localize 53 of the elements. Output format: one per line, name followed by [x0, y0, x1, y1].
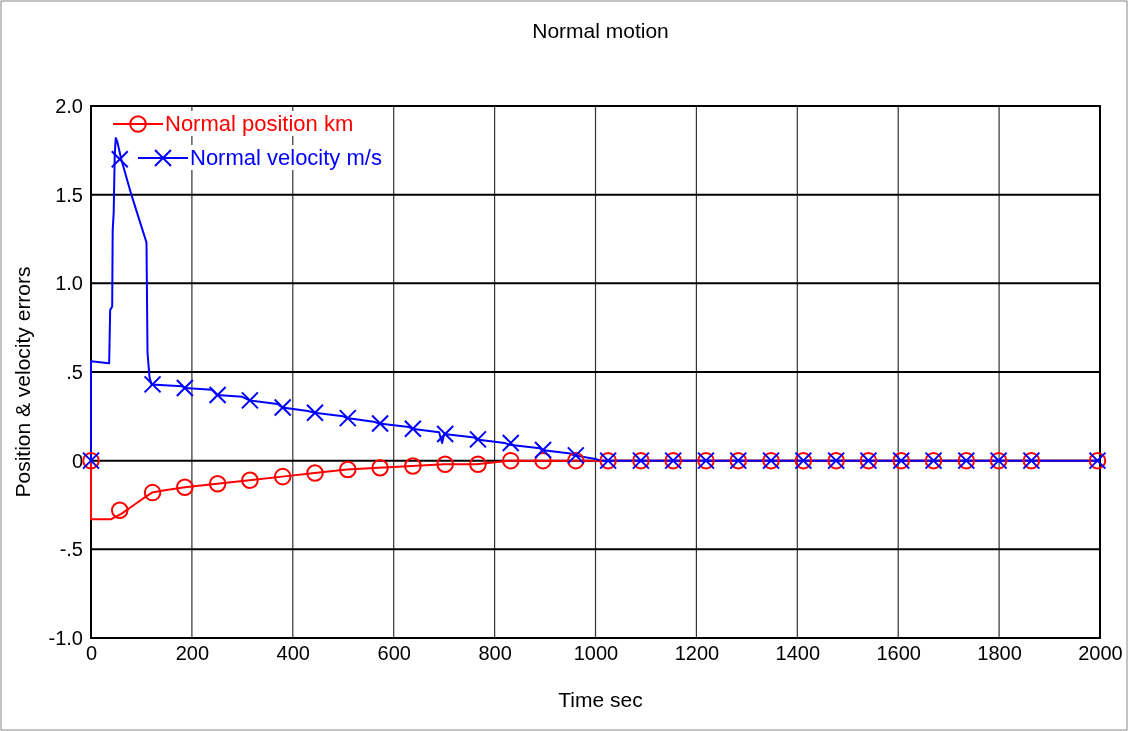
- y-tick-label: 0: [71, 449, 83, 472]
- point: [208, 474, 227, 493]
- point: [371, 414, 390, 433]
- point: [306, 464, 324, 482]
- y-tick-label: .5: [66, 360, 83, 383]
- point: [241, 471, 259, 489]
- point: [240, 391, 259, 410]
- point: [436, 425, 455, 444]
- point: [403, 419, 422, 438]
- point: [175, 378, 194, 397]
- point: [534, 451, 552, 470]
- point: [404, 457, 422, 475]
- point: [110, 150, 129, 169]
- point: [534, 441, 553, 460]
- legend-label: Normal velocity m/s: [190, 145, 382, 170]
- x-tick-label: 200: [175, 642, 210, 665]
- point: [110, 501, 129, 520]
- point: [566, 446, 585, 465]
- x-tick-label: 1200: [674, 642, 720, 665]
- legend-label: Normal position km: [165, 111, 354, 136]
- point: [306, 403, 324, 422]
- point: [143, 375, 162, 394]
- point: [371, 459, 389, 477]
- y-axis-title: Position & velocity errors: [11, 266, 34, 498]
- y-tick-label: -1.0: [48, 626, 83, 649]
- y-tick-label: 1.0: [55, 272, 83, 295]
- x-axis-title: Time sec: [558, 688, 643, 711]
- point: [501, 433, 520, 452]
- x-tick-label: 0: [85, 642, 98, 665]
- y-tick-label: -.5: [59, 538, 83, 561]
- x-tick-label: 600: [377, 642, 411, 665]
- point: [338, 409, 357, 428]
- y-tick-label: 1.5: [55, 183, 83, 206]
- point: [273, 467, 292, 486]
- point: [273, 398, 292, 417]
- point: [468, 430, 487, 449]
- x-tick-label: 1000: [573, 642, 619, 665]
- x-tick-label: 400: [276, 642, 310, 665]
- point: [208, 386, 227, 405]
- point: [176, 478, 194, 497]
- point: [436, 455, 454, 473]
- x-tick-label: 2000: [1078, 642, 1123, 665]
- chart-title: Normal motion: [532, 19, 669, 42]
- point: [339, 460, 357, 479]
- point: [469, 455, 487, 473]
- x-tick-label: 1400: [775, 642, 821, 665]
- point: [143, 483, 162, 502]
- x-tick-label: 1800: [977, 642, 1022, 665]
- y-tick-label: 2.0: [55, 94, 83, 117]
- point: [567, 451, 585, 470]
- x-tick-label: 800: [478, 642, 512, 665]
- x-tick-label: 1600: [876, 642, 921, 665]
- point: [501, 451, 520, 470]
